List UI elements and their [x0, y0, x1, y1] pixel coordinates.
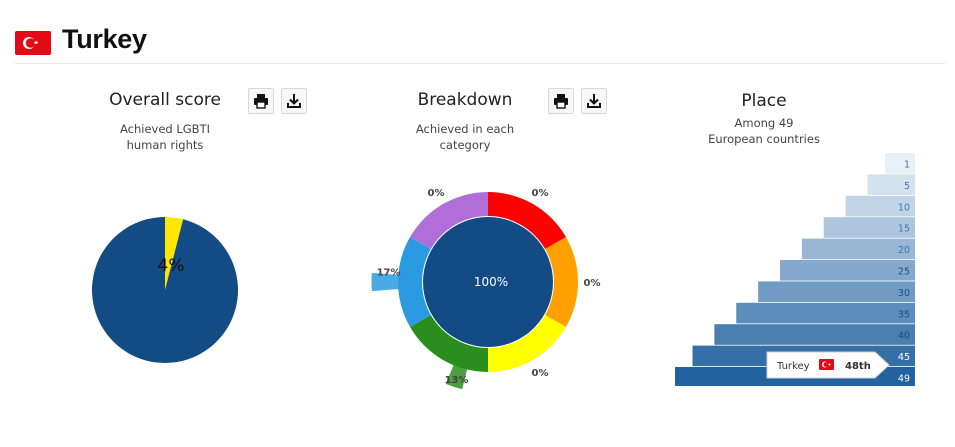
overall-score-title: Overall score — [109, 90, 221, 110]
place-bar-label-45: 45 — [898, 352, 910, 363]
place-country-marker[interactable]: Turkey 48th — [766, 351, 890, 379]
turkey-flag-icon — [15, 31, 51, 55]
place-bar-label-5: 5 — [904, 181, 910, 192]
breakdown-achieved-bar-3[interactable] — [445, 361, 468, 390]
place-bar-label-15: 15 — [898, 224, 910, 235]
breakdown-ring-segment-1[interactable] — [545, 237, 578, 327]
breakdown-data-label-4: 17% — [377, 268, 401, 279]
breakdown-data-label-2: 0% — [532, 368, 549, 379]
breakdown-data-label-1: 0% — [584, 278, 601, 289]
breakdown-subtitle-2: category — [439, 138, 491, 152]
place-bar-label-20: 20 — [898, 245, 910, 256]
place-bar-1 — [885, 153, 915, 174]
breakdown-print-button[interactable] — [548, 88, 574, 114]
breakdown-center-label: 100% — [474, 275, 508, 289]
place-bar-label-10: 10 — [898, 202, 910, 213]
overall-score-subtitle-1: Achieved LGBTI — [119, 122, 210, 136]
turkey-flag-icon — [819, 359, 834, 370]
overall-pie-slice-1[interactable] — [91, 217, 238, 363]
place-bar-label-25: 25 — [898, 267, 910, 278]
download-icon — [587, 94, 601, 108]
printer-icon — [554, 94, 568, 109]
breakdown-title: Breakdown — [417, 90, 513, 110]
overall-pie-data-label: 4% — [158, 256, 185, 276]
place-bar-30 — [758, 281, 915, 302]
breakdown-data-label-0: 0% — [532, 188, 549, 199]
breakdown-download-button[interactable] — [581, 88, 607, 114]
breakdown-center-circle — [423, 217, 553, 347]
place-bar-5 — [867, 174, 915, 195]
overall-score-subtitle-2: human rights — [126, 138, 204, 152]
page-title: Turkey — [62, 24, 147, 54]
place-marker-country: Turkey — [776, 361, 810, 372]
printer-icon — [254, 94, 268, 109]
breakdown-ring-segment-0[interactable] — [488, 192, 566, 249]
overall-score-pie-chart: 4% — [91, 217, 238, 363]
breakdown-ring-segment-2[interactable] — [488, 315, 566, 372]
place-bar-25 — [780, 260, 915, 281]
breakdown-ring-segment-4[interactable] — [398, 237, 431, 327]
place-marker-rank: 48th — [845, 361, 871, 372]
place-bar-10 — [845, 195, 915, 217]
overall-pie-slice-0[interactable] — [165, 217, 184, 290]
download-icon — [287, 94, 301, 108]
place-subtitle-1: Among 49 — [734, 116, 794, 130]
place-bar-20 — [801, 238, 915, 260]
place-bar-label-49: 49 — [898, 374, 910, 385]
overall-download-button[interactable] — [281, 88, 307, 114]
place-bar-label-1: 1 — [904, 160, 910, 171]
place-bar-35 — [736, 302, 915, 324]
place-bar-label-35: 35 — [898, 309, 910, 320]
breakdown-achieved-bar-4[interactable] — [371, 272, 403, 292]
breakdown-data-label-5: 0% — [428, 188, 445, 199]
breakdown-donut-chart: 100% 0% 0% 0% 13% 17% 0% — [371, 188, 601, 390]
place-bar-label-40: 40 — [898, 331, 910, 342]
place-bar-label-30: 30 — [898, 288, 910, 299]
place-subtitle-2: European countries — [708, 132, 820, 146]
breakdown-ring-segment-3[interactable] — [410, 315, 488, 372]
breakdown-data-label-3: 13% — [445, 375, 469, 386]
place-title: Place — [741, 91, 787, 111]
place-bar-40 — [714, 324, 915, 345]
breakdown-ring-segment-5[interactable] — [410, 192, 488, 249]
breakdown-subtitle-1: Achieved in each — [415, 122, 515, 136]
overall-print-button[interactable] — [248, 88, 274, 114]
country-header: Turkey — [15, 24, 945, 64]
place-bar-15 — [823, 217, 915, 238]
